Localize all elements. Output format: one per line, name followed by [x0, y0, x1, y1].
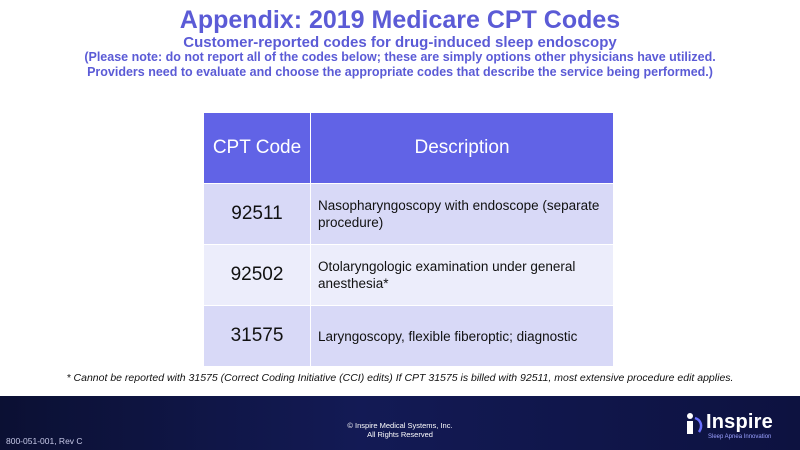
column-header-cpt-code: CPT Code	[203, 112, 311, 184]
rights-line: All Rights Reserved	[367, 430, 433, 439]
cpt-code-cell: 92502	[203, 244, 311, 306]
table-row: 92511 Nasopharyngoscopy with endoscope (…	[203, 183, 614, 245]
footnote: * Cannot be reported with 31575 (Correct…	[66, 372, 734, 384]
cpt-code-cell: 92511	[203, 183, 311, 245]
copyright-line: © Inspire Medical Systems, Inc.	[347, 421, 453, 430]
description-cell: Laryngoscopy, flexible fiberoptic; diagn…	[310, 305, 614, 367]
page-title: Appendix: 2019 Medicare CPT Codes	[179, 6, 621, 34]
column-header-description: Description	[310, 112, 614, 184]
inspire-logo: Inspire Sleep Apnea Innovation	[684, 411, 794, 443]
cpt-code-cell: 31575	[203, 305, 311, 367]
copyright-notice: © Inspire Medical Systems, Inc. All Righ…	[0, 421, 800, 439]
table-row: 31575 Laryngoscopy, flexible fiberoptic;…	[203, 305, 614, 367]
table-header-row: CPT Code Description	[203, 112, 614, 184]
document-id: 800-051-001, Rev C	[6, 436, 83, 446]
description-cell: Nasopharyngoscopy with endoscope (separa…	[310, 183, 614, 245]
description-cell: Otolaryngologic examination under genera…	[310, 244, 614, 306]
page-subtitle: Customer-reported codes for drug-induced…	[183, 34, 617, 51]
footer-band	[0, 396, 800, 450]
table-row: 92502 Otolaryngologic examination under …	[203, 244, 614, 306]
logo-wordmark: Inspire	[706, 411, 773, 433]
cpt-codes-table: CPT Code Description 92511 Nasopharyngos…	[203, 112, 614, 367]
logo-tagline: Sleep Apnea Innovation	[708, 434, 772, 440]
inspire-logo-icon	[687, 413, 703, 434]
disclaimer-note: (Please note: do not report all of the c…	[84, 50, 716, 79]
